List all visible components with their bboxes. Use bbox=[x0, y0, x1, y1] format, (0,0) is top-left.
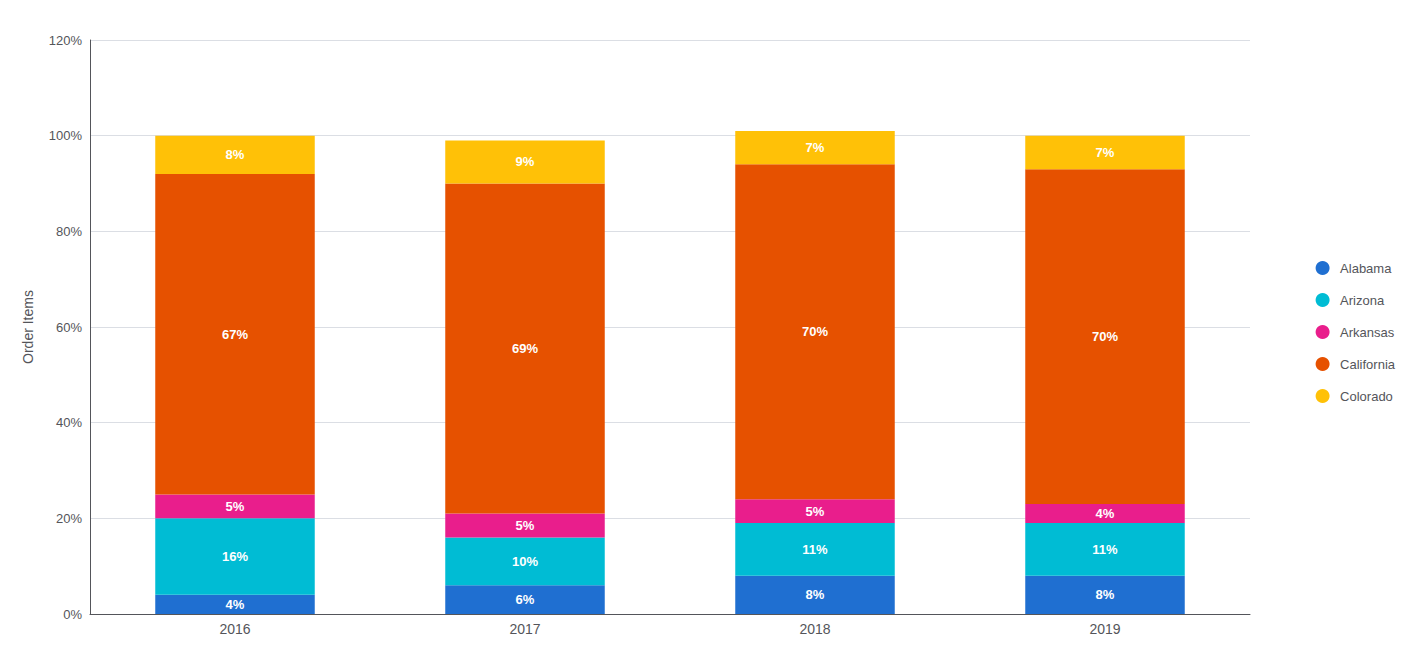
svg-text:20%: 20% bbox=[56, 511, 82, 526]
svg-text:6%: 6% bbox=[516, 592, 535, 607]
svg-text:Arkansas: Arkansas bbox=[1340, 325, 1395, 340]
svg-text:5%: 5% bbox=[516, 518, 535, 533]
svg-text:16%: 16% bbox=[222, 549, 248, 564]
svg-text:2018: 2018 bbox=[799, 621, 830, 637]
svg-text:8%: 8% bbox=[1096, 587, 1115, 602]
svg-text:Order Items: Order Items bbox=[20, 290, 36, 364]
svg-text:70%: 70% bbox=[1092, 329, 1118, 344]
svg-text:60%: 60% bbox=[56, 320, 82, 335]
svg-text:69%: 69% bbox=[512, 341, 538, 356]
svg-text:67%: 67% bbox=[222, 327, 248, 342]
svg-text:Arizona: Arizona bbox=[1340, 293, 1385, 308]
svg-text:7%: 7% bbox=[1096, 145, 1115, 160]
svg-text:5%: 5% bbox=[226, 499, 245, 514]
svg-text:8%: 8% bbox=[226, 147, 245, 162]
svg-text:5%: 5% bbox=[806, 504, 825, 519]
svg-text:10%: 10% bbox=[512, 554, 538, 569]
svg-text:80%: 80% bbox=[56, 224, 82, 239]
svg-text:70%: 70% bbox=[802, 324, 828, 339]
svg-text:4%: 4% bbox=[226, 597, 245, 612]
svg-text:9%: 9% bbox=[516, 154, 535, 169]
svg-text:California: California bbox=[1340, 357, 1396, 372]
svg-text:2017: 2017 bbox=[509, 621, 540, 637]
svg-text:11%: 11% bbox=[802, 542, 828, 557]
svg-text:120%: 120% bbox=[49, 33, 83, 48]
svg-text:100%: 100% bbox=[49, 128, 83, 143]
svg-text:7%: 7% bbox=[806, 140, 825, 155]
svg-text:Alabama: Alabama bbox=[1340, 261, 1392, 276]
svg-text:40%: 40% bbox=[56, 415, 82, 430]
svg-text:4%: 4% bbox=[1096, 506, 1115, 521]
svg-text:2019: 2019 bbox=[1089, 621, 1120, 637]
svg-text:11%: 11% bbox=[1092, 542, 1118, 557]
svg-text:Colorado: Colorado bbox=[1340, 389, 1393, 404]
svg-text:0%: 0% bbox=[63, 607, 82, 622]
svg-text:8%: 8% bbox=[806, 587, 825, 602]
svg-text:2016: 2016 bbox=[219, 621, 250, 637]
